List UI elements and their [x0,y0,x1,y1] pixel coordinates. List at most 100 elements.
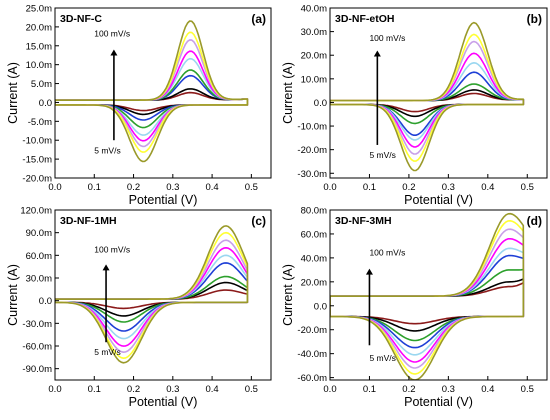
cv-curves [55,20,249,163]
x-tick-label: 0.2 [402,384,415,395]
y-tick-label: 5.0m [31,79,52,90]
y-tick-label: -20.0m [22,174,52,185]
y-tick-label: 20.0m [26,22,52,33]
x-tick-label: 0.1 [363,182,376,193]
y-tick-label: -60.0m [297,373,327,384]
y-tick-label: -20.0m [297,145,327,156]
y-tick-label: -40.0m [297,349,327,360]
y-axis-label: Current (A) [281,62,295,124]
x-tick-label: 0.3 [166,384,179,395]
panel-title: 3D-NF-C [60,13,102,25]
y-tick-label: 30.0m [301,27,327,38]
annotation-top: 100 mV/s [94,28,130,38]
panel-letter: (a) [251,12,266,26]
x-tick-label: 0.3 [166,182,179,193]
y-tick-label: -10.0m [297,122,327,133]
y-tick-label: -5.0m [28,117,52,128]
cv-curves [330,212,525,380]
annotation-bottom: 5 mV/s [94,347,120,357]
panel-b: -30.0m -20.0m -10.0m 0.0 10.0m 20.0m 30.0m 40.0… [281,4,548,207]
cv-series-9 [330,21,525,172]
y-tick-label: 25.0m [26,4,52,15]
x-axis-label: Potential (V) [129,395,198,409]
panel-letter: (c) [251,214,266,228]
x-tick-label: 0.2 [402,182,415,193]
cv-series-5 [55,254,249,340]
x-tick-label: 0.5 [521,384,534,395]
y-tick-label: -90.0m [22,364,52,375]
y-tick-label: 20.0m [301,277,327,288]
cv-series-6 [55,50,249,142]
y-tick-label: 30.0m [26,274,52,285]
x-tick-label: 0.3 [442,384,455,395]
x-tick-label: 0.3 [442,182,455,193]
y-tick-label: -60.0m [22,342,52,353]
y-tick-label: -20.0m [297,325,327,336]
plot-frame [54,209,272,381]
y-tick-label: -30.0m [22,319,52,330]
annotation-top: 100 mV/s [94,244,130,254]
y-tick-label: 80.0m [301,206,327,217]
cv-series-8 [330,220,525,375]
y-tick-label: 0.0 [314,98,327,109]
cv-series-9 [330,212,525,380]
cv-curves [330,21,525,172]
x-tick-label: 0.4 [481,384,494,395]
x-tick-label: 0.0 [323,384,336,395]
x-tick-label: 0.2 [127,182,140,193]
y-tick-label: 10.0m [26,60,52,71]
x-tick-label: 0.2 [127,384,140,395]
annotation-top: 100 mV/s [369,33,405,43]
x-tick-label: 0.4 [481,182,494,193]
y-tick-label: -30.0m [297,169,327,180]
x-tick-label: 0.1 [363,384,376,395]
annotation-bottom: 5 mV/s [369,150,395,160]
plot-frame [329,7,548,179]
x-tick-label: 0.0 [48,384,61,395]
annotation-top: 100 mV/s [369,247,405,257]
panel-letter: (d) [527,214,542,228]
annotation-bottom: 5 mV/s [94,145,120,155]
y-tick-label: 40.0m [301,4,327,15]
y-axis-label: Current (A) [6,264,20,326]
cv-series-7 [55,239,249,353]
x-tick-label: 0.0 [48,182,61,193]
y-axis-label: Current (A) [6,62,20,124]
cv-curves [55,225,249,364]
panel-d: -60.0m -40.0m -20.0m 0.0 20.0m 40.0m 60.0m 80.0… [281,206,548,409]
cv-series-7 [330,228,525,369]
y-tick-label: 15.0m [26,41,52,52]
cv-series-6 [55,247,249,347]
plot-frame [329,209,548,381]
arrow-head-icon [102,264,110,271]
y-tick-label: 0.0 [314,301,327,312]
x-tick-label: 0.5 [521,182,534,193]
cv-series-3 [330,268,525,342]
panel-title: 3D-NF-1MH [60,215,117,227]
annotation-bottom: 5 mV/s [369,353,395,363]
plot-frame [54,7,272,179]
cv-series-4 [330,254,525,349]
x-axis-label: Potential (V) [129,193,198,207]
y-tick-label: 60.0m [26,251,52,262]
cv-series-9 [55,225,249,364]
x-tick-label: 0.1 [88,182,101,193]
y-tick-label: 120.0m [20,206,52,217]
y-tick-label: 20.0m [301,51,327,62]
y-tick-label: -15.0m [22,155,52,166]
cv-series-9 [55,20,249,163]
panel-a: -20.0m -15.0m -10.0m -5.0m 0.0 5.0m 10.0m 15.0m… [6,4,272,207]
x-tick-label: 0.4 [205,182,218,193]
y-tick-label: 60.0m [301,229,327,240]
arrow-head-icon [373,50,381,57]
y-tick-label: -10.0m [22,136,52,147]
y-tick-label: 0.0 [39,98,52,109]
y-tick-label: 10.0m [301,74,327,85]
arrow-head-icon [110,49,118,56]
panel-title: 3D-NF-3MH [335,215,392,227]
panel-letter: (b) [527,12,542,26]
y-tick-label: 90.0m [26,228,52,239]
panel-c: -90.0m -60.0m -30.0m 0.0 30.0m 60.0m 90.0m 120.… [6,206,272,409]
panel-title: 3D-NF-etOH [335,13,395,25]
